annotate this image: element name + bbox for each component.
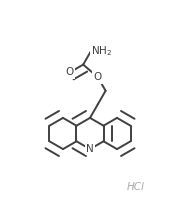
Text: O: O [94,72,102,82]
Text: NH$_2$: NH$_2$ [91,44,112,58]
Text: N: N [86,144,94,154]
Text: O: O [66,68,74,77]
Text: HCl: HCl [127,182,145,192]
